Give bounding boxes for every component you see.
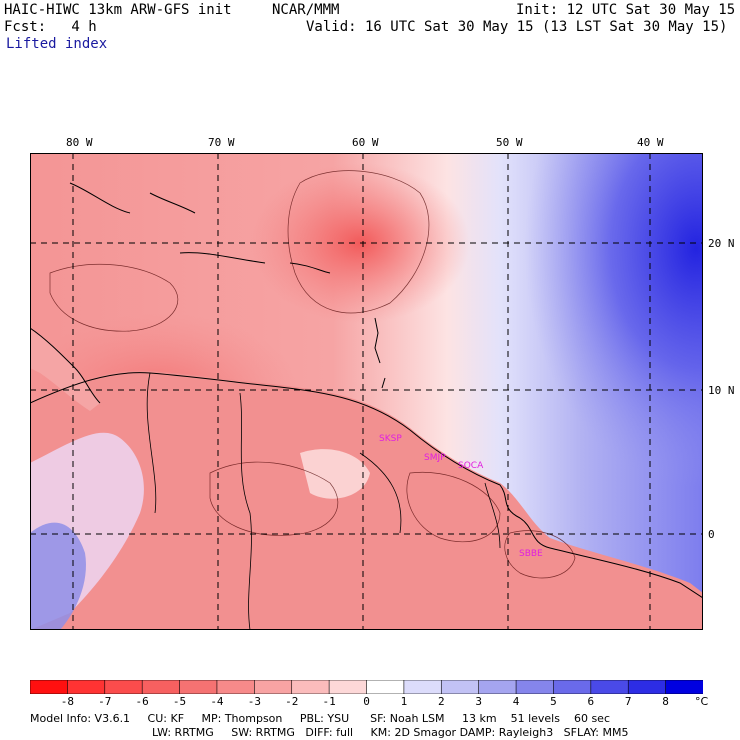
colorbar-tick-label: -2 xyxy=(285,695,299,708)
colorbar-tick-label: -8 xyxy=(60,695,74,708)
colorbar-swatch xyxy=(665,680,703,694)
colorbar-tick-label: 2 xyxy=(437,695,445,708)
station-label-soca: SOCA xyxy=(458,461,484,471)
org-label: NCAR/MMM xyxy=(272,2,340,18)
valid-time: Valid: 16 UTC Sat 30 May 15 (13 LST Sat … xyxy=(306,19,728,35)
colorbar-swatch xyxy=(328,680,368,694)
lat-lon-grid xyxy=(30,153,703,630)
footer-line-2: LW: RRTMG SW: RRTMG DIFF: full KM: 2D Sm… xyxy=(152,726,629,739)
colorbar-swatch xyxy=(141,680,181,694)
colorbar-swatch xyxy=(291,680,330,694)
colorbar-tick-label: -4 xyxy=(210,695,224,708)
lon-label-80w: 80 W xyxy=(66,136,93,149)
colorbar-tick-label: 4 xyxy=(512,695,520,708)
colorbar-tick-label: 6 xyxy=(587,695,595,708)
colorbar-swatch xyxy=(67,680,106,694)
colorbar-swatch xyxy=(590,680,630,694)
station-label-smjp: SMJP xyxy=(424,453,446,463)
model-title: HAIC-HIWC 13km ARW-GFS init xyxy=(4,2,232,18)
coastline-greater-antilles xyxy=(69,182,331,274)
lifted-index-map: SKSP SMJP SOCA SBBE xyxy=(30,153,703,630)
colorbar-swatch xyxy=(478,680,517,694)
station-label-sbbe: SBBE xyxy=(519,549,543,559)
coastline-lesser-antilles xyxy=(374,317,386,389)
colorbar-tick-label: 0 xyxy=(363,695,370,708)
colorbar-swatch xyxy=(403,680,443,694)
colorbar-tick-label: -5 xyxy=(172,695,187,708)
station-label-sksp: SKSP xyxy=(379,434,402,444)
init-time: Init: 12 UTC Sat 30 May 15 xyxy=(516,2,736,18)
coastline-central-america xyxy=(30,327,101,404)
country-borders xyxy=(146,372,501,630)
andes-blue-band xyxy=(30,522,86,630)
south-america-land xyxy=(30,370,703,630)
colorbar-swatch xyxy=(627,680,667,694)
interior-cool-patch xyxy=(300,449,370,499)
colorbar-tick-label: 8 xyxy=(662,695,669,708)
colorbar-swatch xyxy=(104,680,143,694)
colorbar-unit: °C xyxy=(695,695,709,708)
footer-line-1: Model Info: V3.6.1 CU: KF MP: Thompson P… xyxy=(30,712,610,725)
map-frame xyxy=(30,153,703,630)
lat-label-20n: 20 N xyxy=(708,237,735,250)
colorbar-swatch xyxy=(553,680,592,694)
colorbar xyxy=(30,680,703,694)
colorbar-swatch xyxy=(30,680,69,694)
colorbar-swatch xyxy=(515,680,555,694)
li-contour xyxy=(406,471,501,543)
li-contour xyxy=(49,263,179,332)
colorbar-tick-label: 7 xyxy=(624,695,632,708)
colorbar-swatch xyxy=(366,680,405,694)
colorbar-tick-label: 1 xyxy=(400,695,408,708)
lat-label-0: 0 xyxy=(708,528,715,541)
colorbar-tick-label: -1 xyxy=(322,695,336,708)
colorbar-tick-label: 3 xyxy=(475,695,482,708)
colorbar-tick-label: 5 xyxy=(550,695,557,708)
colorbar-tick-label: -3 xyxy=(247,695,261,708)
lon-label-50w: 50 W xyxy=(496,136,523,149)
li-contour xyxy=(209,461,339,536)
colorbar-swatch xyxy=(440,680,480,694)
colorbar-swatch xyxy=(216,680,256,694)
colorbar-swatch xyxy=(254,680,293,694)
li-contour xyxy=(287,170,430,314)
lon-label-70w: 70 W xyxy=(208,136,235,149)
lat-label-10n: 10 N xyxy=(708,384,735,397)
central-america-land xyxy=(30,328,100,411)
colorbar-tick-label: -7 xyxy=(98,695,112,708)
lon-label-60w: 60 W xyxy=(352,136,379,149)
forecast-hour: Fcst: 4 h xyxy=(4,19,97,35)
lon-label-40w: 40 W xyxy=(637,136,664,149)
field-name: Lifted index xyxy=(6,36,108,52)
colorbar-tick-label: -6 xyxy=(135,695,149,708)
coastline-south-america xyxy=(30,372,703,599)
colorbar-swatch xyxy=(179,680,218,694)
